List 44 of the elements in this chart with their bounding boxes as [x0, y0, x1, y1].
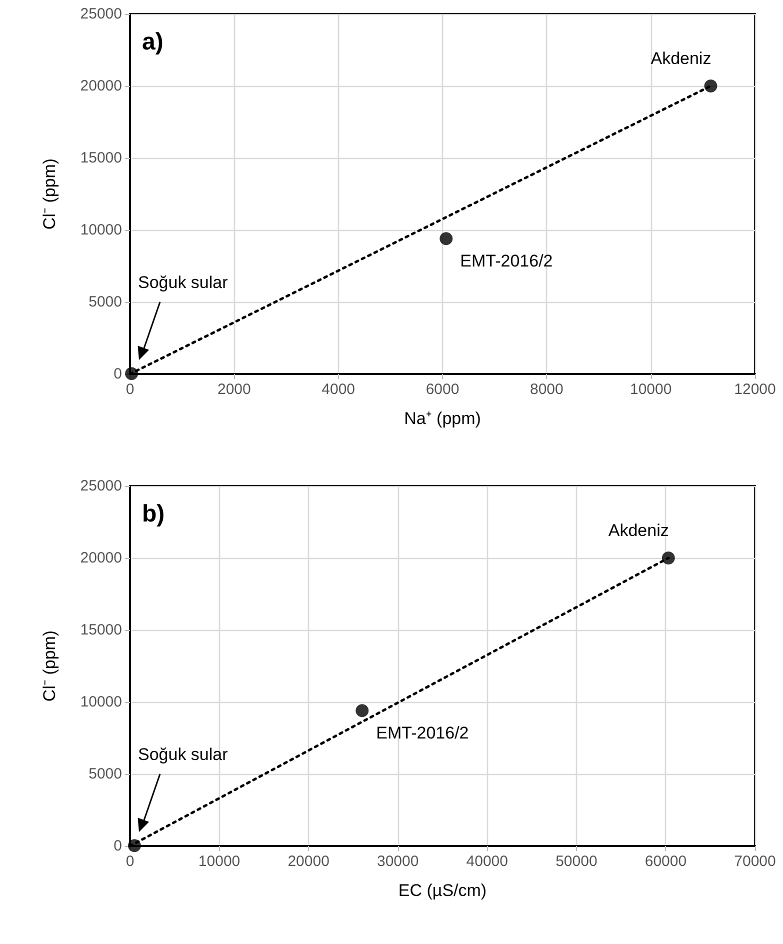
y-tick-label: 20000 [80, 550, 122, 566]
y-tick-label: 15000 [80, 150, 122, 166]
x-tick-label: 6000 [426, 381, 460, 398]
y-tick-label: 25000 [80, 478, 122, 494]
y-axis-title: Cl⁻ (ppm) [40, 158, 59, 230]
x-tick-label: 8000 [530, 381, 564, 398]
x-tick-label: 60000 [644, 853, 687, 870]
y-tick-label: 10000 [80, 694, 122, 710]
annotation: EMT-2016/2 [376, 724, 469, 743]
point [440, 232, 453, 246]
point [662, 552, 675, 564]
point [704, 80, 718, 92]
annotation: Akdeniz [650, 49, 712, 68]
x-tick-label: 12000 [734, 381, 776, 398]
annotation: a) [142, 28, 164, 56]
x-tick-label: 50000 [556, 853, 598, 870]
annotation: b) [142, 500, 165, 528]
y-tick-label: 20000 [80, 78, 122, 94]
x-tick-label: 40000 [466, 853, 508, 870]
x-tick-label: 20000 [288, 853, 330, 870]
x-tick-label: 10000 [630, 381, 672, 398]
annotation: Soğuk sular [138, 745, 228, 764]
y-tick-label: 0 [114, 366, 122, 382]
x-tick-label: 0 [126, 381, 134, 398]
y-tick-label: 15000 [80, 622, 122, 638]
x-tick-label: 0 [126, 853, 134, 870]
x-tick-label: 4000 [322, 381, 356, 398]
x-tick-label: 70000 [734, 853, 776, 870]
point [125, 367, 138, 380]
y-tick-label: 5000 [88, 294, 122, 310]
annotation: Soğuk sular [138, 273, 228, 292]
x-axis-title: EC (µS/cm) [398, 881, 487, 900]
y-axis-title: Cl⁻ (ppm) [40, 630, 59, 702]
y-tick-label: 10000 [80, 222, 122, 238]
y-tick-label: 0 [114, 838, 122, 854]
annotation: EMT-2016/2 [460, 252, 553, 271]
y-tick-label: 25000 [80, 6, 122, 22]
y-tick-label: 5000 [88, 766, 122, 782]
x-axis-title: Na⁺ (ppm) [404, 409, 481, 428]
x-tick-label: 30000 [377, 853, 419, 870]
x-tick-label: 10000 [198, 853, 240, 870]
point [356, 704, 369, 718]
annotation: Akdeniz [608, 521, 669, 540]
x-tick-label: 2000 [217, 381, 251, 398]
